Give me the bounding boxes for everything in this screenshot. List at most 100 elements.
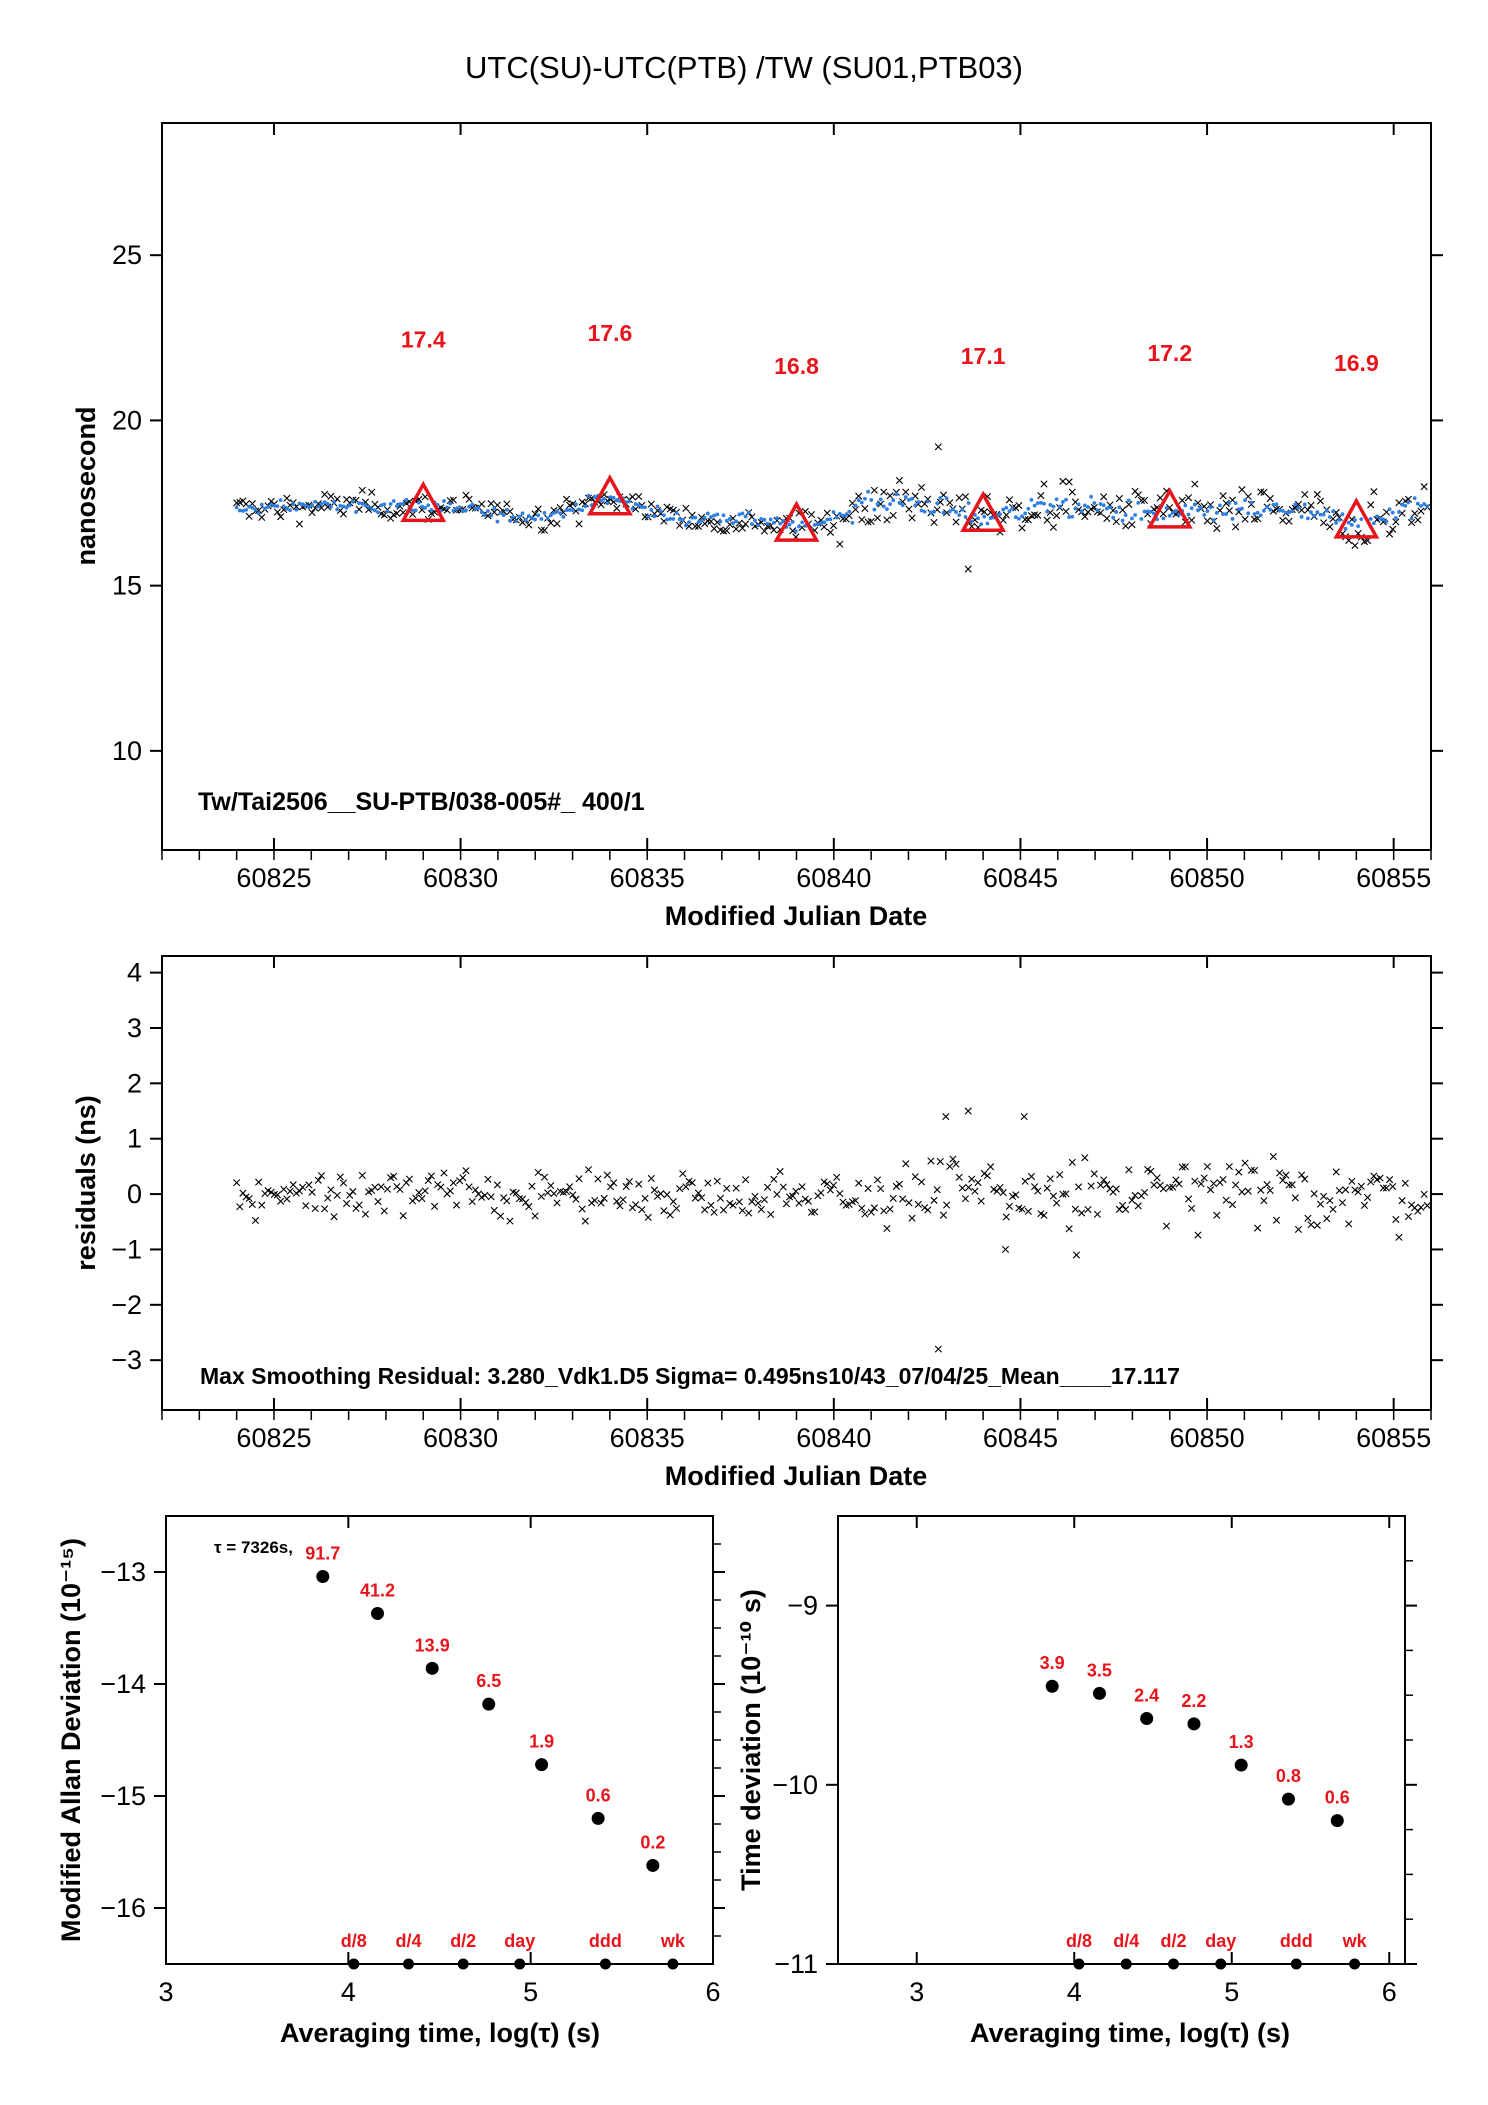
residual-point [660, 1207, 668, 1215]
residual-point [933, 1186, 941, 1194]
top-raw-point [1285, 517, 1293, 525]
top-smoothed-point [394, 504, 399, 508]
top-smoothed-point [825, 517, 830, 522]
top-smoothed-point [1390, 510, 1395, 515]
top-smoothed-point [401, 501, 406, 506]
residual-point [1244, 1187, 1252, 1195]
residual-point [1291, 1194, 1299, 1202]
top-smoothed-point [771, 520, 776, 525]
top-highlight-label: 16.9 [1334, 350, 1379, 376]
top-smoothed-point [413, 508, 418, 513]
tdev-ticks: 3 4 5 6 −9 −10 −11 [772, 1516, 1417, 2007]
top-smoothed-point [592, 495, 597, 500]
top-smoothed-point [702, 516, 707, 520]
top-smoothed-point [1026, 506, 1031, 511]
top-smoothed-point [552, 511, 556, 515]
residual-point [603, 1171, 611, 1179]
residuals-x-tick-label: 60850 [1170, 1423, 1245, 1453]
top-smoothed-point [602, 496, 607, 501]
top-raw-point [581, 500, 589, 508]
top-raw-point [1191, 480, 1199, 488]
top-smoothed-point [398, 502, 402, 506]
top-raw-point [258, 513, 266, 521]
residual-point [1090, 1170, 1098, 1178]
residual-point [1235, 1168, 1243, 1176]
residual-point [757, 1205, 765, 1214]
top-smoothed-point [332, 500, 336, 504]
residual-point [267, 1188, 275, 1196]
tdev-point [1140, 1711, 1154, 1725]
top-smoothed-point [545, 516, 550, 521]
top-highlight-label: 17.4 [401, 327, 446, 353]
tdev-points: 3.9 3.5 2.4 2.2 1.3 0.8 0.6 d/8 d/4 d/2 day ddd wk [1040, 1653, 1368, 1970]
mdev-interval-marker [403, 1958, 415, 1970]
residual-point [1074, 1183, 1083, 1191]
top-smoothed-point [1258, 513, 1263, 518]
top-raw-point [537, 526, 545, 534]
top-smoothed-point [661, 513, 666, 518]
top-smoothed-point [517, 514, 522, 519]
residual-point [286, 1187, 294, 1195]
residual-point [412, 1194, 420, 1202]
top-raw-point [908, 514, 916, 522]
top-raw-point [886, 492, 894, 500]
tdev-point [1187, 1717, 1201, 1731]
top-raw-series [233, 443, 1431, 573]
residual-point [1320, 1192, 1328, 1200]
mdev-interval-label: d/4 [395, 1931, 421, 1951]
residual-point [377, 1183, 385, 1191]
top-smoothed-point [1318, 512, 1323, 517]
top-smoothed-series [234, 489, 1430, 533]
residuals-x-tick-label: 60825 [236, 1423, 311, 1453]
top-outlier-point [934, 443, 942, 451]
top-smoothed-point [281, 504, 286, 509]
residual-point [1030, 1183, 1039, 1191]
top-smoothed-point [743, 514, 748, 519]
top-smoothed-point [935, 501, 940, 506]
top-raw-point [861, 504, 869, 513]
top-raw-point [1081, 513, 1089, 521]
top-smoothed-point [787, 522, 792, 527]
top-raw-point [1015, 501, 1023, 510]
residual-point [1232, 1181, 1240, 1189]
residual-point [663, 1191, 671, 1199]
top-smoothed-point [759, 517, 764, 521]
top-smoothed-point [944, 496, 949, 501]
residual-point [1282, 1171, 1290, 1179]
residual-point [1128, 1196, 1136, 1204]
top-smoothed-point [658, 509, 663, 514]
top-smoothed-point [574, 502, 578, 507]
residual-point [773, 1190, 781, 1198]
top-raw-point [691, 522, 699, 530]
top-smoothed-point [1133, 513, 1138, 517]
top-raw-point [569, 500, 577, 508]
top-smoothed-point [1419, 504, 1423, 508]
top-smoothed-point [734, 519, 739, 524]
residuals-y-tick-label: 4 [127, 958, 142, 988]
residual-point [952, 1160, 960, 1168]
residual-outlier-point [964, 1107, 972, 1115]
top-raw-point [462, 491, 470, 499]
top-smoothed-point [1387, 507, 1392, 512]
top-raw-point [1018, 524, 1026, 532]
residual-point [1420, 1190, 1428, 1198]
residual-point [531, 1212, 539, 1220]
top-smoothed-point [1013, 515, 1018, 520]
top-smoothed-point [278, 498, 283, 503]
top-raw-point [628, 493, 637, 501]
top-smoothed-point [426, 503, 431, 508]
residual-point [635, 1180, 643, 1188]
top-smoothed-point [448, 501, 453, 506]
residual-point [591, 1196, 599, 1204]
residual-point [697, 1194, 706, 1202]
residual-point [1087, 1182, 1095, 1190]
top-smoothed-point [1073, 506, 1078, 511]
residual-point [644, 1213, 652, 1221]
top-smoothed-point [1048, 502, 1053, 507]
residual-point [405, 1175, 414, 1183]
residual-point [248, 1200, 256, 1209]
mdev-point-label: 1.9 [529, 1732, 554, 1752]
mdev-points: 91.7 41.2 13.9 6.5 1.9 0.6 0.2 d/8 d/4 d/2 day ddd w… [305, 1543, 686, 1970]
top-smoothed-point [357, 501, 362, 506]
residual-point [1049, 1192, 1058, 1200]
